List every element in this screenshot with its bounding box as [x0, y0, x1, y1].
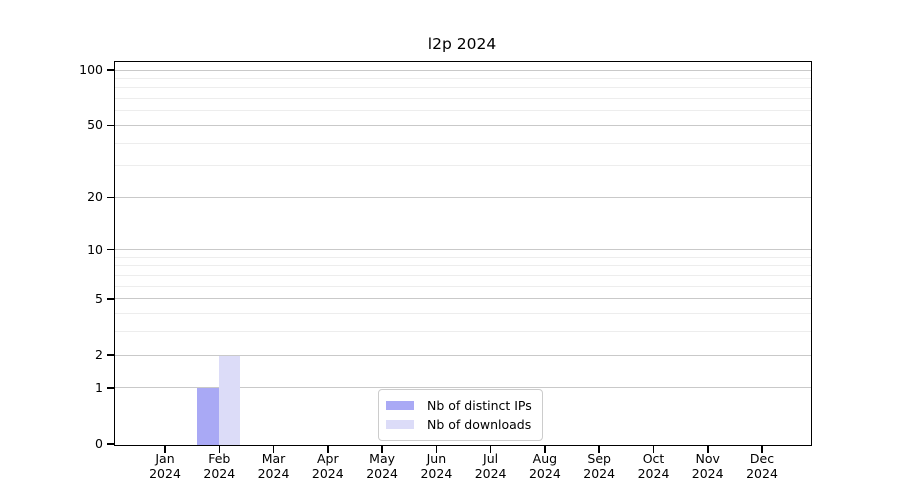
y-tick — [106, 298, 114, 300]
x-tick-label: Sep 2024 — [583, 451, 616, 481]
gridline-minor — [114, 77, 811, 79]
x-tick-label: Nov 2024 — [691, 451, 724, 481]
x-tick — [381, 446, 383, 453]
y-tick-label: 100 — [79, 62, 103, 77]
x-tick — [272, 446, 275, 453]
y-tick-label: 5 — [95, 290, 103, 306]
bar-nb-of-downloads — [218, 355, 241, 445]
x-tick — [489, 446, 492, 453]
gridline-minor — [114, 285, 811, 287]
gridline-major — [114, 298, 811, 300]
x-tick — [761, 446, 763, 453]
chart-title: l2p 2024 — [427, 35, 497, 53]
y-tick — [106, 124, 114, 127]
x-tick — [598, 446, 600, 453]
gridline-minor — [114, 331, 811, 333]
x-tick-label: Apr 2024 — [311, 451, 344, 481]
gridline-major — [114, 354, 811, 356]
y-tick — [106, 443, 114, 445]
y-tick — [106, 196, 114, 198]
gridline-major — [114, 249, 811, 251]
gridline-minor — [114, 265, 811, 267]
y-tick — [106, 354, 114, 356]
x-tick — [164, 446, 166, 453]
x-tick-label: Mar 2024 — [257, 451, 290, 481]
legend-label: Nb of distinct IPs — [427, 398, 532, 413]
x-tick-label: Oct 2024 — [637, 451, 670, 481]
gridline-minor — [114, 110, 811, 112]
y-tick-label: 10 — [87, 241, 103, 257]
x-tick-label: Aug 2024 — [528, 451, 561, 481]
gridline-major — [114, 69, 811, 71]
downloads-swatch-icon — [386, 420, 414, 429]
gridline-major — [114, 124, 811, 126]
gridline-minor — [114, 165, 811, 167]
gridline-minor — [114, 313, 811, 315]
legend-item-distinct-ips: Nb of distinct IPs — [386, 396, 534, 415]
gridline-major — [114, 387, 811, 389]
gridline-major — [114, 196, 811, 198]
gridline-minor — [114, 87, 811, 89]
x-tick — [652, 446, 655, 453]
y-tick — [106, 69, 114, 71]
x-tick — [707, 446, 709, 453]
y-tick-label: 2 — [95, 347, 103, 362]
y-tick-label: 50 — [87, 117, 103, 133]
x-tick-label: Jul 2024 — [474, 451, 507, 481]
x-tick — [435, 446, 438, 453]
gridline-minor — [114, 256, 811, 258]
legend-item-downloads: Nb of downloads — [386, 415, 534, 434]
y-tick-label: 0 — [95, 436, 103, 451]
bar-nb-of-distinct-ips — [197, 388, 219, 445]
gridline-minor — [114, 142, 811, 144]
x-tick — [218, 446, 220, 453]
y-tick — [106, 248, 114, 251]
x-tick-label: Feb 2024 — [203, 451, 236, 481]
x-tick — [544, 446, 546, 453]
y-tick — [106, 387, 114, 389]
distinct-ips-swatch-icon — [386, 401, 414, 410]
gridline-minor — [114, 275, 811, 276]
y-tick-label: 20 — [87, 189, 103, 205]
legend-label: Nb of downloads — [427, 417, 532, 432]
x-tick-label: Jun 2024 — [420, 451, 453, 481]
plot-area — [113, 60, 812, 446]
x-tick — [327, 446, 329, 453]
x-tick-label: Jan 2024 — [149, 451, 181, 481]
gridline-minor — [114, 98, 811, 100]
legend: Nb of distinct IPs Nb of downloads — [378, 389, 543, 441]
y-tick-label: 1 — [95, 379, 103, 395]
x-tick-label: Dec 2024 — [746, 451, 778, 481]
x-tick-label: May 2024 — [366, 451, 398, 481]
